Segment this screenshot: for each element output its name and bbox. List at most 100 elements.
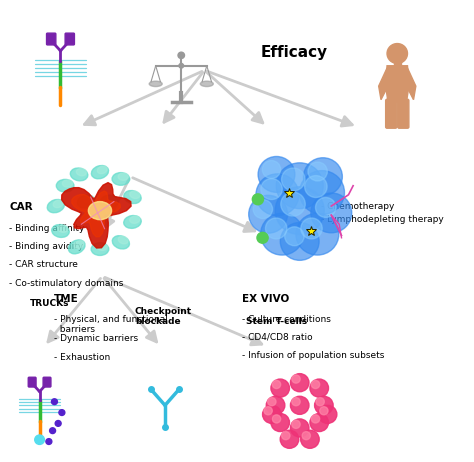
Ellipse shape <box>130 216 140 223</box>
Ellipse shape <box>303 158 342 195</box>
Ellipse shape <box>91 165 109 179</box>
Polygon shape <box>386 66 409 102</box>
FancyBboxPatch shape <box>386 99 397 128</box>
Ellipse shape <box>58 225 68 232</box>
Ellipse shape <box>311 193 352 233</box>
Ellipse shape <box>149 81 162 86</box>
Text: - CD4/CD8 ratio: - CD4/CD8 ratio <box>242 333 312 342</box>
Ellipse shape <box>201 81 213 86</box>
FancyBboxPatch shape <box>43 377 51 387</box>
Ellipse shape <box>319 407 328 415</box>
Ellipse shape <box>310 413 328 432</box>
Text: - CAR structure: - CAR structure <box>9 261 78 269</box>
Ellipse shape <box>268 398 276 406</box>
Ellipse shape <box>292 375 300 383</box>
Ellipse shape <box>262 161 281 178</box>
Text: - Chemotherapy
- Lymphodepleting therapy: - Chemotherapy - Lymphodepleting therapy <box>320 201 443 224</box>
Ellipse shape <box>97 166 107 174</box>
Ellipse shape <box>53 200 63 207</box>
Ellipse shape <box>276 163 323 209</box>
Ellipse shape <box>261 213 303 255</box>
Ellipse shape <box>88 201 111 219</box>
Ellipse shape <box>253 200 273 219</box>
Text: - Exhaustion: - Exhaustion <box>54 353 110 362</box>
Ellipse shape <box>118 236 128 244</box>
Ellipse shape <box>291 374 309 392</box>
Ellipse shape <box>281 192 305 216</box>
Ellipse shape <box>91 243 109 255</box>
Text: TRUCKs: TRUCKs <box>30 299 70 308</box>
Ellipse shape <box>275 187 324 235</box>
Text: - Binding affinity: - Binding affinity <box>9 224 85 233</box>
Text: Stem T-cells: Stem T-cells <box>246 317 308 326</box>
Ellipse shape <box>124 216 141 228</box>
Circle shape <box>52 399 57 405</box>
Ellipse shape <box>63 180 73 187</box>
Ellipse shape <box>265 218 287 239</box>
Circle shape <box>59 410 65 415</box>
FancyBboxPatch shape <box>65 33 74 45</box>
Ellipse shape <box>316 398 324 406</box>
Text: TME: TME <box>54 294 78 304</box>
Ellipse shape <box>292 398 300 406</box>
Ellipse shape <box>291 419 309 437</box>
Ellipse shape <box>319 405 337 423</box>
Ellipse shape <box>282 432 290 440</box>
FancyBboxPatch shape <box>398 99 409 128</box>
Text: CAR: CAR <box>9 201 33 212</box>
Ellipse shape <box>76 169 86 176</box>
Text: Checkpoint
blockade: Checkpoint blockade <box>135 307 192 326</box>
Ellipse shape <box>263 405 281 423</box>
Polygon shape <box>379 68 388 100</box>
Ellipse shape <box>112 236 129 249</box>
Text: - Infusion of population subsets: - Infusion of population subsets <box>242 351 384 360</box>
Text: - Physical, and functional
  barriers: - Physical, and functional barriers <box>54 315 167 334</box>
Ellipse shape <box>77 195 95 208</box>
Ellipse shape <box>107 196 117 203</box>
Ellipse shape <box>249 195 288 233</box>
Ellipse shape <box>271 379 290 397</box>
Circle shape <box>179 63 183 68</box>
Ellipse shape <box>285 227 304 246</box>
Ellipse shape <box>56 179 74 192</box>
Ellipse shape <box>301 430 319 448</box>
Ellipse shape <box>271 413 290 432</box>
Ellipse shape <box>130 191 140 199</box>
Polygon shape <box>407 68 416 100</box>
Circle shape <box>55 420 61 426</box>
FancyBboxPatch shape <box>46 33 56 45</box>
Ellipse shape <box>280 430 299 448</box>
Ellipse shape <box>315 396 333 414</box>
Circle shape <box>387 43 408 63</box>
FancyBboxPatch shape <box>28 377 36 387</box>
Ellipse shape <box>266 396 285 414</box>
Ellipse shape <box>112 173 130 185</box>
Circle shape <box>178 52 184 59</box>
Ellipse shape <box>47 200 64 213</box>
Ellipse shape <box>97 243 108 250</box>
Ellipse shape <box>264 407 272 415</box>
Ellipse shape <box>301 218 322 239</box>
Ellipse shape <box>68 240 85 254</box>
Ellipse shape <box>311 415 319 423</box>
Text: EX VIVO: EX VIVO <box>242 294 289 304</box>
Ellipse shape <box>310 379 328 397</box>
Text: - Co-stimulatory domains: - Co-stimulatory domains <box>9 279 124 287</box>
Ellipse shape <box>256 174 299 216</box>
Ellipse shape <box>74 241 84 249</box>
Ellipse shape <box>272 415 281 423</box>
Polygon shape <box>72 191 120 237</box>
Ellipse shape <box>100 195 118 208</box>
Ellipse shape <box>316 197 336 218</box>
Ellipse shape <box>291 396 309 414</box>
Text: - Dynamic barriers: - Dynamic barriers <box>54 334 137 343</box>
Ellipse shape <box>311 380 319 389</box>
Ellipse shape <box>83 195 93 203</box>
Ellipse shape <box>305 176 327 197</box>
Circle shape <box>46 438 52 444</box>
Ellipse shape <box>272 380 281 389</box>
Ellipse shape <box>300 170 345 214</box>
Circle shape <box>257 232 268 243</box>
Circle shape <box>35 435 45 444</box>
Bar <box>393 61 401 66</box>
